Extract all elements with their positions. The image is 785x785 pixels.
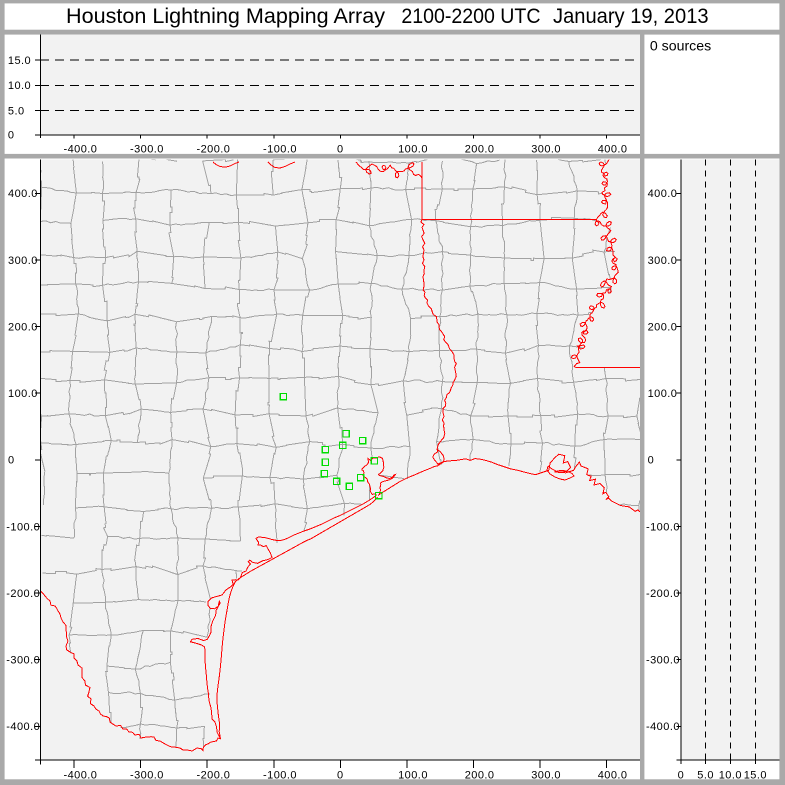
svg-text:0: 0: [337, 144, 344, 156]
svg-text:400.0: 400.0: [8, 188, 38, 200]
svg-text:0: 0: [8, 455, 15, 467]
svg-text:200.0: 200.0: [465, 769, 495, 781]
svg-text:-200.0: -200.0: [646, 588, 680, 600]
svg-text:0: 0: [337, 769, 344, 781]
svg-text:-200.0: -200.0: [6, 588, 40, 600]
svg-text:10.0: 10.0: [719, 769, 742, 781]
svg-text:-400.0: -400.0: [6, 721, 40, 733]
svg-text:400.0: 400.0: [648, 188, 678, 200]
svg-text:January 19, 2013: January 19, 2013: [553, 5, 709, 28]
svg-text:-300.0: -300.0: [130, 144, 164, 156]
svg-text:-200.0: -200.0: [196, 769, 230, 781]
svg-text:200.0: 200.0: [648, 321, 678, 333]
svg-text:2100-2200 UTC: 2100-2200 UTC: [401, 5, 540, 28]
svg-text:200.0: 200.0: [8, 321, 38, 333]
svg-text:-200.0: -200.0: [196, 144, 230, 156]
svg-text:200.0: 200.0: [465, 144, 495, 156]
svg-text:400.0: 400.0: [598, 144, 628, 156]
svg-text:300.0: 300.0: [531, 769, 561, 781]
svg-text:-100.0: -100.0: [263, 769, 297, 781]
svg-text:-300.0: -300.0: [646, 655, 680, 667]
svg-text:5.0: 5.0: [697, 769, 714, 781]
svg-text:Houston Lightning Mapping Arra: Houston Lightning Mapping Array: [66, 5, 386, 28]
svg-text:-100.0: -100.0: [646, 521, 680, 533]
svg-text:0 sources: 0 sources: [650, 38, 712, 53]
svg-text:5.0: 5.0: [8, 105, 25, 117]
svg-text:400.0: 400.0: [598, 769, 628, 781]
svg-text:-300.0: -300.0: [130, 769, 164, 781]
svg-text:-100.0: -100.0: [263, 144, 297, 156]
svg-text:300.0: 300.0: [531, 144, 561, 156]
svg-text:100.0: 100.0: [648, 388, 678, 400]
svg-text:0: 0: [648, 455, 655, 467]
svg-text:-400.0: -400.0: [646, 721, 680, 733]
svg-text:15.0: 15.0: [744, 769, 767, 781]
svg-text:-400.0: -400.0: [63, 769, 97, 781]
svg-text:300.0: 300.0: [648, 255, 678, 267]
svg-text:10.0: 10.0: [8, 80, 31, 92]
svg-text:0: 0: [678, 769, 685, 781]
svg-text:100.0: 100.0: [8, 388, 38, 400]
svg-text:100.0: 100.0: [398, 769, 428, 781]
svg-text:0: 0: [8, 130, 15, 142]
svg-text:-400.0: -400.0: [63, 144, 97, 156]
svg-text:15.0: 15.0: [8, 55, 31, 67]
svg-text:100.0: 100.0: [398, 144, 428, 156]
svg-text:-300.0: -300.0: [6, 655, 40, 667]
svg-text:-100.0: -100.0: [6, 521, 40, 533]
svg-text:300.0: 300.0: [8, 255, 38, 267]
